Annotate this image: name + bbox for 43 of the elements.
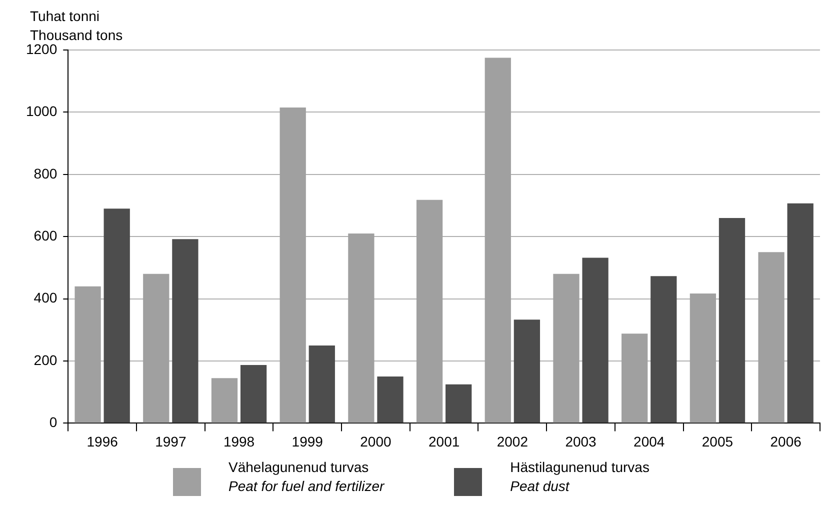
bar	[582, 258, 608, 423]
bar	[143, 274, 170, 423]
bar	[514, 320, 540, 423]
y-tick-label: 800	[34, 165, 58, 182]
y-tick-label: 1200	[26, 40, 58, 57]
bar	[416, 200, 443, 423]
x-tick-label: 2004	[634, 433, 665, 450]
bar	[622, 334, 648, 423]
x-tick-label: 1996	[86, 433, 118, 450]
bar	[280, 108, 306, 423]
legend-label: Vähelagunenud turvas Peat for fuel and fertilizer	[228, 458, 384, 496]
bar	[240, 365, 267, 423]
bar	[211, 378, 238, 423]
bar	[348, 233, 374, 423]
x-tick-label: 1997	[155, 433, 186, 450]
x-tick-label: 2003	[565, 433, 597, 450]
bar	[172, 239, 198, 423]
bar	[553, 274, 580, 423]
y-axis-title: Tuhat tonni Thousand tons	[30, 8, 123, 43]
x-tick-label: 1999	[292, 433, 324, 450]
x-tick-label: 2002	[496, 433, 528, 450]
bar	[484, 58, 511, 423]
bar	[718, 218, 746, 423]
y-tick-label: 1000	[26, 103, 58, 120]
bar	[650, 276, 677, 423]
y-tick-label: 600	[34, 227, 58, 244]
y-tick-label: 0	[49, 414, 58, 430]
x-tick-label: 2006	[770, 433, 802, 450]
x-tick-label: 1998	[223, 433, 255, 450]
x-tick-label: 2001	[428, 433, 460, 450]
bar	[446, 384, 472, 423]
bar	[758, 252, 784, 423]
bar	[787, 203, 814, 423]
bar	[104, 208, 130, 423]
x-tick-label: 2005	[702, 433, 734, 450]
legend-label: Hästilagunenud turvas Peat dust	[510, 458, 650, 496]
bar	[308, 345, 335, 423]
bar	[74, 286, 101, 423]
y-tick-label: 400	[34, 290, 58, 306]
x-tick-label: 2000	[360, 433, 392, 450]
y-tick-label: 200	[34, 352, 58, 368]
bar	[377, 376, 404, 423]
bar	[690, 294, 716, 423]
